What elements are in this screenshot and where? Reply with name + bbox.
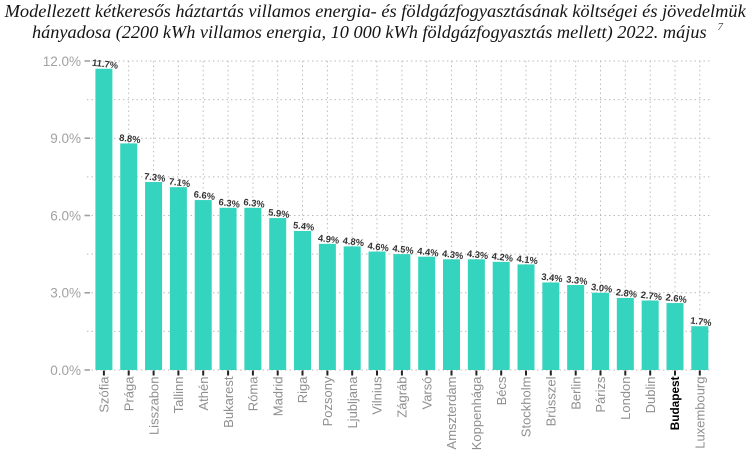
svg-text:3.3%: 3.3% — [566, 273, 589, 287]
svg-text:Tallinn: Tallinn — [171, 377, 186, 414]
svg-text:Szófia: Szófia — [97, 376, 112, 413]
svg-text:0.0%: 0.0% — [50, 363, 81, 378]
svg-text:2.7%: 2.7% — [640, 289, 663, 303]
svg-text:Varsó: Varsó — [419, 377, 434, 410]
svg-text:Koppenhága: Koppenhága — [469, 376, 484, 451]
svg-text:Berlin: Berlin — [568, 377, 583, 410]
svg-text:6.3%: 6.3% — [218, 196, 241, 210]
svg-text:4.3%: 4.3% — [466, 248, 489, 262]
svg-text:4.2%: 4.2% — [491, 250, 514, 264]
svg-text:6.6%: 6.6% — [193, 188, 216, 202]
svg-text:12.0%: 12.0% — [43, 54, 81, 69]
svg-text:4.9%: 4.9% — [317, 232, 340, 246]
svg-text:5.4%: 5.4% — [292, 219, 315, 233]
svg-text:3.4%: 3.4% — [541, 271, 564, 285]
svg-text:Ljubljana: Ljubljana — [345, 376, 360, 429]
svg-text:6.0%: 6.0% — [50, 208, 81, 223]
svg-text:4.1%: 4.1% — [516, 253, 539, 267]
svg-text:4.8%: 4.8% — [342, 235, 365, 249]
svg-text:Pozsony: Pozsony — [320, 376, 335, 426]
svg-text:6.3%: 6.3% — [243, 196, 266, 210]
svg-text:7.3%: 7.3% — [144, 170, 167, 184]
svg-text:Lisszabon: Lisszabon — [146, 377, 161, 436]
svg-text:Luxembourg: Luxembourg — [693, 377, 708, 449]
svg-text:1.7%: 1.7% — [690, 314, 713, 328]
svg-text:4.5%: 4.5% — [392, 242, 415, 256]
svg-text:4.4%: 4.4% — [417, 245, 440, 259]
svg-text:Madrid: Madrid — [270, 377, 285, 417]
svg-text:Riga: Riga — [295, 376, 310, 404]
svg-text:Athén: Athén — [196, 377, 211, 411]
svg-text:11.7%: 11.7% — [92, 57, 120, 71]
svg-text:9.0%: 9.0% — [50, 131, 81, 146]
svg-text:Zágráb: Zágráb — [395, 377, 410, 418]
svg-text:Dublin: Dublin — [643, 377, 658, 414]
svg-text:4.6%: 4.6% — [367, 240, 390, 254]
svg-text:5.9%: 5.9% — [268, 206, 291, 220]
svg-text:7.1%: 7.1% — [168, 175, 191, 189]
svg-text:Budapest: Budapest — [668, 376, 682, 430]
svg-text:3.0%: 3.0% — [590, 281, 613, 295]
svg-text:3.0%: 3.0% — [50, 286, 81, 301]
svg-text:Bécs: Bécs — [494, 376, 509, 405]
svg-text:London: London — [618, 377, 633, 420]
svg-text:Párizs: Párizs — [593, 376, 608, 413]
svg-text:Prága: Prága — [121, 376, 136, 411]
svg-text:Stockholm: Stockholm — [519, 377, 534, 438]
svg-text:Brüsszel: Brüsszel — [544, 376, 559, 426]
svg-text:Amszterdam: Amszterdam — [444, 377, 459, 450]
svg-text:Bukarest: Bukarest — [221, 376, 236, 428]
svg-text:Vilnius: Vilnius — [370, 376, 385, 415]
svg-text:2.8%: 2.8% — [615, 286, 638, 300]
svg-text:Róma: Róma — [246, 376, 261, 411]
svg-text:8.8%: 8.8% — [119, 132, 142, 146]
svg-text:4.3%: 4.3% — [441, 248, 464, 262]
svg-text:2.6%: 2.6% — [665, 291, 688, 305]
